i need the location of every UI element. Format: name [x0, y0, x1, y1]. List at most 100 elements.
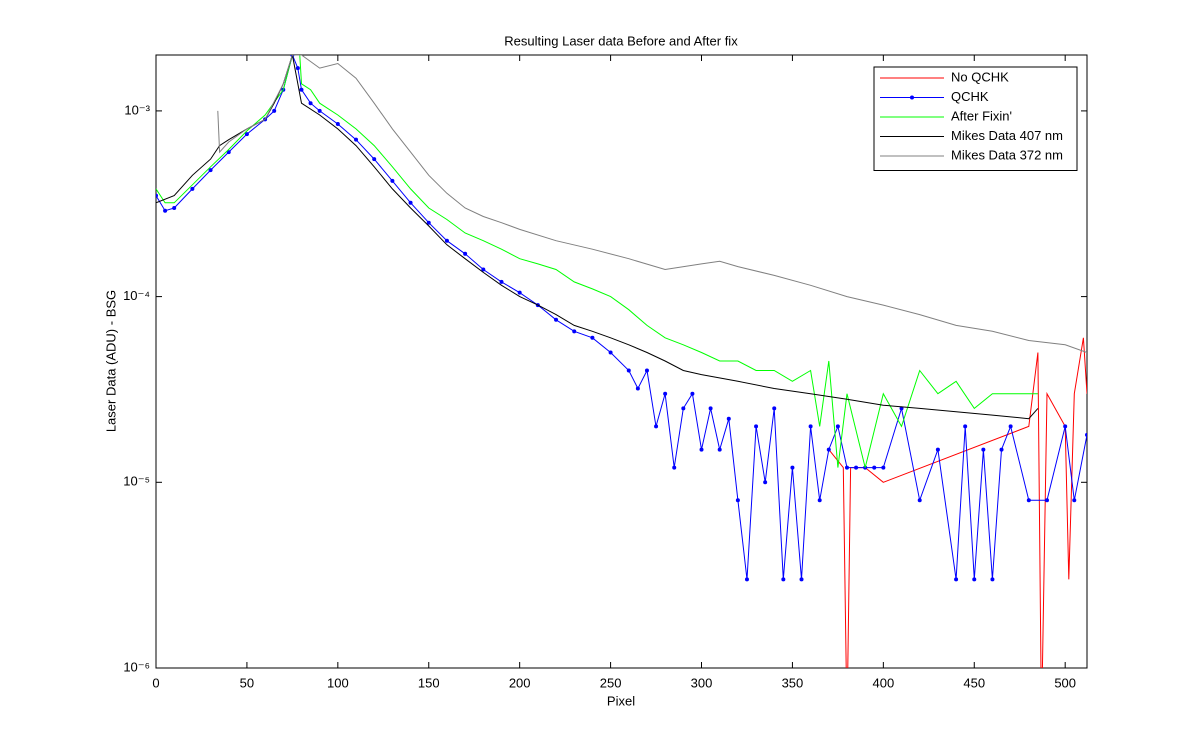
point [899, 406, 904, 411]
point [317, 108, 322, 113]
point [690, 391, 695, 396]
point [608, 350, 613, 355]
point [272, 108, 277, 113]
x-tick-label: 500 [1054, 675, 1076, 690]
series-line [828, 337, 1087, 668]
lines [156, 55, 1087, 668]
point [1072, 498, 1077, 503]
point [663, 391, 668, 396]
point [635, 386, 640, 391]
x-tick-label: 200 [509, 675, 531, 690]
legend-label: Mikes Data 407 nm [951, 128, 1063, 143]
series-line [217, 55, 1087, 353]
point [295, 66, 300, 71]
x-tick-label: 350 [782, 675, 804, 690]
x-axis-label: Pixel [607, 693, 635, 708]
legend-label: Mikes Data 372 nm [951, 147, 1063, 162]
point [517, 290, 522, 295]
y-tick-label: 10⁻⁶ [123, 659, 150, 674]
point [935, 447, 940, 452]
point [444, 238, 449, 243]
point [708, 406, 713, 411]
x-tick-label: 400 [872, 675, 894, 690]
point [644, 368, 649, 373]
point [163, 208, 168, 213]
point [1026, 498, 1031, 503]
point [763, 480, 768, 485]
point [308, 101, 313, 106]
y-tick-label: 10⁻⁴ [123, 288, 150, 303]
x-tick-label: 450 [963, 675, 985, 690]
point [590, 335, 595, 340]
point [981, 447, 986, 452]
point [554, 317, 559, 322]
point [744, 577, 749, 582]
x-tick-label: 150 [418, 675, 440, 690]
point [726, 416, 731, 421]
point [354, 137, 359, 142]
point [408, 200, 413, 205]
point [790, 465, 795, 470]
series-line [156, 55, 1038, 468]
point [572, 329, 577, 334]
point [1044, 498, 1049, 503]
point [390, 178, 395, 183]
point [872, 465, 877, 470]
point [808, 424, 813, 429]
point [990, 577, 995, 582]
point [190, 186, 195, 191]
point [826, 447, 831, 452]
point [172, 205, 177, 210]
y-tick-label: 10⁻⁵ [123, 474, 150, 489]
point [626, 368, 631, 373]
point [654, 424, 659, 429]
point [881, 465, 886, 470]
point [1085, 432, 1087, 437]
x-tick-label: 0 [152, 675, 159, 690]
x-tick-label: 300 [691, 675, 713, 690]
legend-box [873, 66, 1078, 171]
point [735, 498, 740, 503]
point [781, 577, 786, 582]
point [717, 447, 722, 452]
point [426, 220, 431, 225]
point [372, 157, 377, 162]
point [499, 279, 504, 284]
point [844, 465, 849, 470]
point [835, 424, 840, 429]
point [772, 406, 777, 411]
point [963, 424, 968, 429]
point [699, 447, 704, 452]
point [335, 122, 340, 127]
chart-title: Resulting Laser data Before and After fi… [504, 33, 738, 48]
point [854, 465, 859, 470]
point [1063, 424, 1068, 429]
x-tick-label: 250 [600, 675, 622, 690]
legend-label: After Fixin' [951, 108, 1012, 123]
legend-label: No QCHK [951, 69, 1009, 84]
legend: No QCHK QCHK After Fixin' Mikes Data 407 nm… [873, 66, 1078, 171]
point [954, 577, 959, 582]
point [299, 87, 304, 92]
point [917, 498, 922, 503]
y-axis-label: Laser Data (ADU) - BSG [103, 290, 118, 432]
point [999, 447, 1004, 452]
point [244, 132, 249, 137]
point [1008, 424, 1013, 429]
point [672, 465, 677, 470]
x-tick-label: 100 [327, 675, 349, 690]
point [463, 251, 468, 256]
point [681, 406, 686, 411]
point [156, 193, 158, 198]
point [754, 424, 759, 429]
y-tick-label: 10⁻³ [124, 102, 150, 117]
legend-marker [910, 95, 914, 100]
point [817, 498, 822, 503]
point [481, 267, 486, 272]
x-tick-label: 50 [240, 675, 254, 690]
legend-label: QCHK [951, 89, 989, 104]
point [208, 168, 213, 173]
point [799, 577, 804, 582]
point [972, 577, 977, 582]
